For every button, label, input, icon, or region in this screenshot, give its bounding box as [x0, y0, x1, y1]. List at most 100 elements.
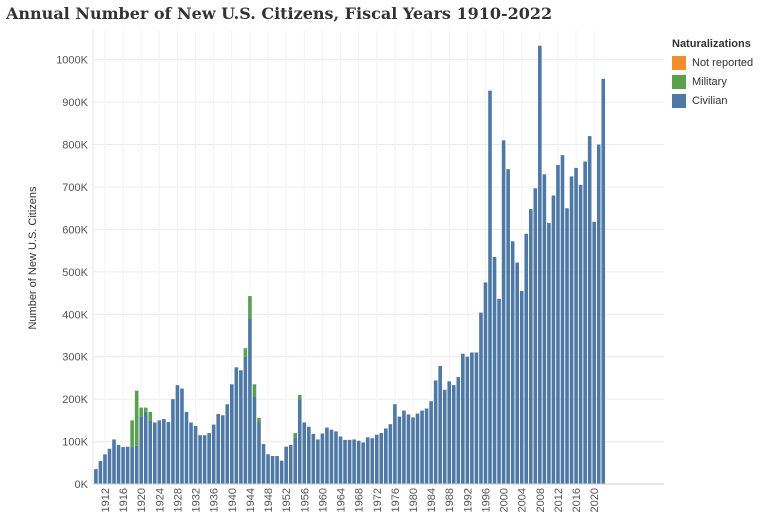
bar-civilian-2003 — [515, 262, 519, 484]
bar-civilian-1918 — [130, 446, 134, 484]
bar-military-1921 — [143, 407, 148, 412]
legend-label: Military — [692, 76, 727, 88]
legend-item-military[interactable]: Military — [672, 75, 753, 89]
x-tick-label: 1996 — [480, 488, 492, 512]
bar-civilian-1981 — [415, 413, 420, 484]
bar-civilian-1999 — [497, 299, 501, 484]
y-tick-label: 1000K — [56, 55, 88, 67]
bar-civilian-1964 — [338, 436, 343, 484]
bar-civilian-1927 — [171, 399, 175, 484]
legend-swatch — [672, 94, 686, 108]
bar-military-1920 — [139, 407, 143, 417]
bar-civilian-2008 — [538, 45, 542, 484]
y-tick-label: 0K — [75, 479, 89, 491]
bar-civilian-1984 — [429, 401, 433, 484]
bar-civilian-1943 — [243, 356, 248, 484]
bar-civilian-1958 — [311, 433, 316, 484]
bar-civilian-1994 — [474, 352, 479, 484]
x-tick-label: 1948 — [263, 488, 275, 512]
bar-civilian-1960 — [320, 433, 325, 484]
bar-civilian-1989 — [451, 385, 456, 484]
x-tick-label: 2020 — [589, 488, 601, 512]
bar-civilian-1985 — [433, 380, 438, 484]
y-tick-label: 900K — [62, 97, 88, 109]
bar-civilian-1961 — [325, 427, 329, 484]
x-tick-label: 1916 — [118, 488, 130, 512]
bar-civilian-1917 — [125, 446, 130, 484]
bar-military-1943 — [243, 348, 248, 357]
x-tick-label: 1964 — [336, 488, 348, 512]
bar-civilian-1948 — [266, 454, 270, 484]
bar-military-1918 — [130, 420, 134, 447]
bar-civilian-1935 — [207, 433, 211, 484]
legend-title: Naturalizations — [672, 38, 751, 50]
bar-civilian-1996 — [483, 282, 488, 484]
x-tick-label: 1980 — [408, 488, 420, 512]
x-tick-label: 2008 — [535, 488, 547, 512]
x-tick-label: 1960 — [317, 488, 329, 512]
bar-civilian-1997 — [488, 90, 492, 484]
bar-civilian-1949 — [270, 455, 275, 484]
bar-civilian-2020 — [592, 221, 596, 484]
plot-area — [93, 30, 664, 484]
bar-civilian-1919 — [134, 445, 139, 484]
bar-civilian-2017 — [578, 184, 583, 485]
chart-title: Annual Number of New U.S. Citizens, Fisc… — [6, 4, 553, 23]
bar-civilian-1912 — [103, 454, 107, 484]
bar-civilian-1924 — [157, 420, 162, 484]
bar-civilian-1970 — [365, 437, 370, 484]
bar-civilian-1911 — [98, 461, 103, 484]
bar-civilian-1952 — [284, 446, 288, 484]
bar-civilian-1951 — [279, 460, 284, 484]
x-tick-label: 1972 — [372, 488, 384, 512]
bar-military-1954 — [293, 433, 298, 438]
bar-military-1945 — [252, 384, 257, 398]
bar-civilian-1941 — [234, 367, 239, 484]
bar-civilian-1926 — [166, 422, 171, 484]
bar-civilian-1931 — [189, 422, 193, 484]
bar-civilian-1962 — [329, 429, 334, 484]
bar-civilian-1929 — [180, 388, 184, 484]
bar-civilian-2022 — [601, 78, 606, 484]
y-tick-label: 700K — [62, 182, 88, 194]
bar-civilian-1932 — [193, 425, 198, 484]
bar-civilian-1936 — [211, 424, 216, 484]
bar-civilian-1978 — [402, 410, 406, 484]
legend-item-civilian[interactable]: Civilian — [672, 94, 753, 108]
bar-civilian-2010 — [547, 223, 551, 484]
x-tick-label: 1956 — [299, 488, 311, 512]
bar-civilian-1942 — [239, 370, 243, 484]
y-tick-label: 300K — [62, 352, 88, 364]
bar-civilian-1971 — [370, 438, 375, 484]
bar-civilian-1979 — [406, 414, 411, 484]
bar-military-1922 — [148, 411, 153, 421]
x-tick-label: 2012 — [553, 488, 565, 512]
bar-civilian-1954 — [293, 437, 298, 484]
bar-civilian-1933 — [198, 435, 202, 484]
bar-civilian-1959 — [316, 439, 320, 484]
bar-civilian-1956 — [302, 422, 307, 484]
bar-civilian-1980 — [411, 417, 415, 484]
y-tick-label: 500K — [62, 267, 88, 279]
bar-civilian-1988 — [447, 381, 452, 484]
bar-civilian-1982 — [420, 410, 424, 484]
x-tick-label: 2004 — [517, 488, 529, 512]
bar-civilian-1947 — [261, 444, 266, 484]
bar-civilian-1977 — [397, 416, 402, 484]
x-tick-label: 2016 — [571, 488, 583, 512]
bar-civilian-1934 — [202, 435, 207, 484]
bar-civilian-2009 — [542, 174, 547, 484]
bar-civilian-1925 — [162, 419, 166, 484]
x-tick-label: 1924 — [154, 488, 166, 512]
bar-civilian-1923 — [152, 422, 157, 484]
bar-civilian-1920 — [139, 416, 143, 484]
bar-civilian-2007 — [533, 188, 538, 484]
legend-item-not-reported[interactable]: Not reported — [672, 56, 753, 70]
legend-swatch — [672, 75, 686, 89]
x-tick-label: 2000 — [499, 488, 511, 512]
bar-civilian-1928 — [175, 385, 180, 484]
x-tick-label: 1984 — [426, 488, 438, 512]
x-tick-label: 1944 — [245, 488, 257, 512]
x-tick-label: 1988 — [444, 488, 456, 512]
bar-military-1944 — [248, 296, 252, 319]
